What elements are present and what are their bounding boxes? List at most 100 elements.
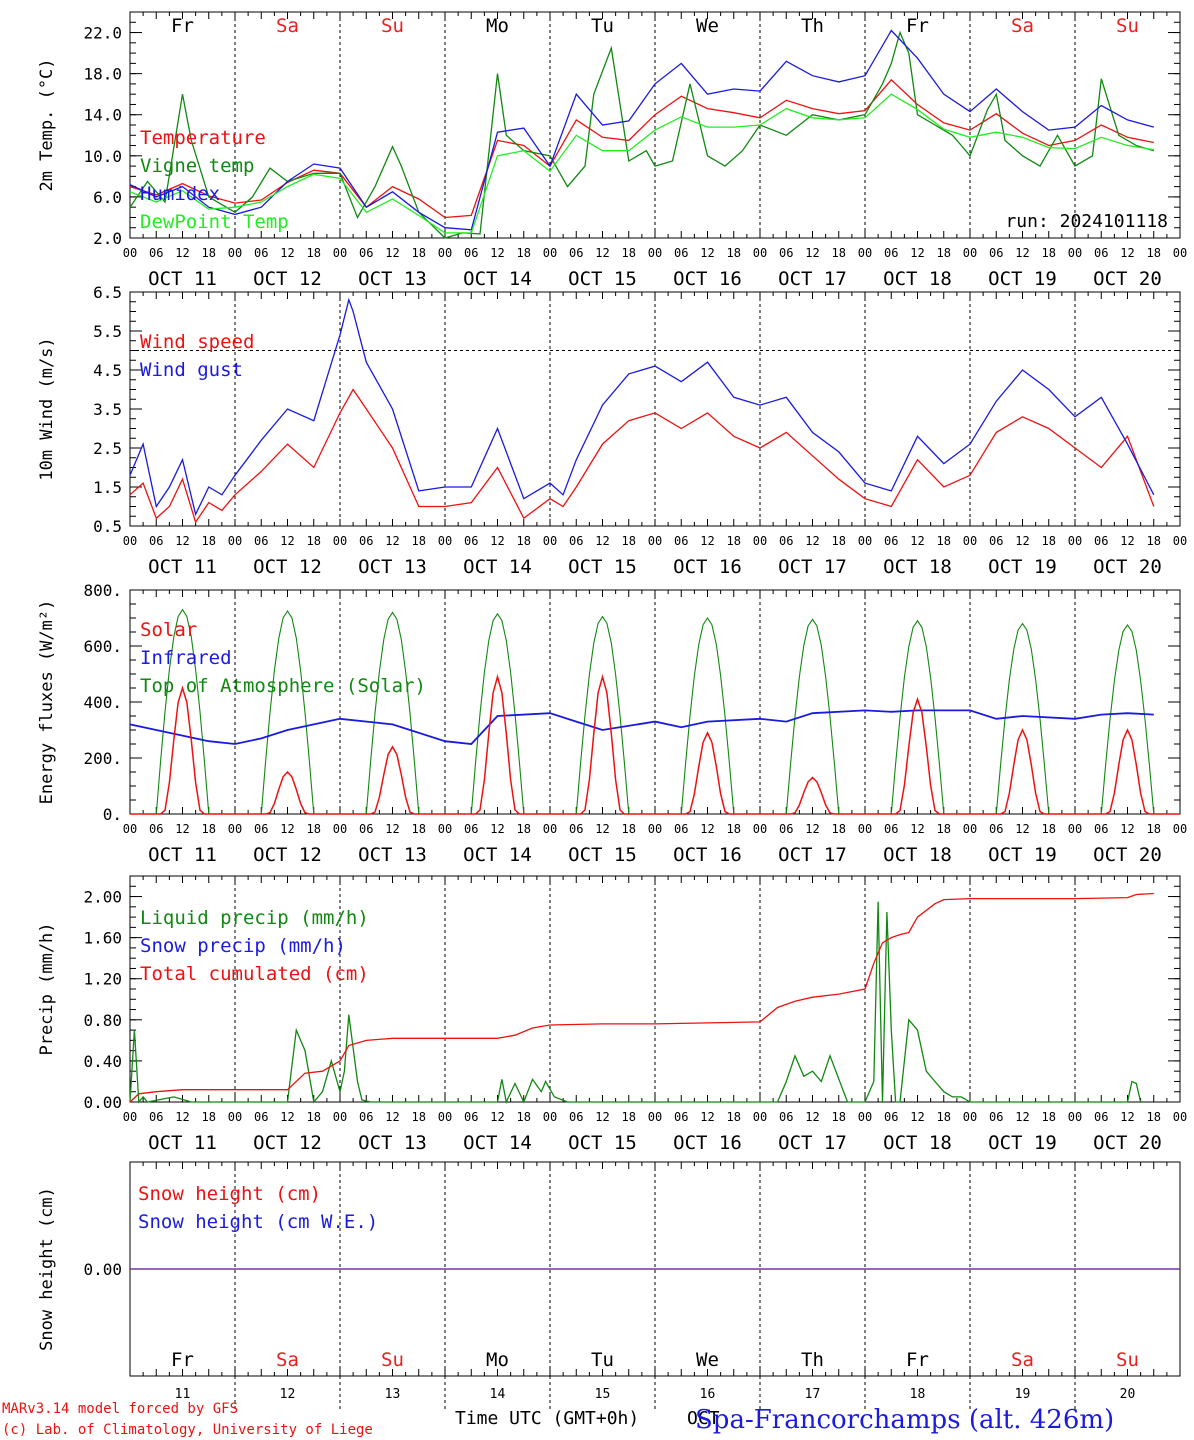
hour-tick-label: 00: [228, 534, 242, 548]
hour-tick-label: 12: [700, 534, 714, 548]
hour-tick-label: 00: [1173, 1110, 1187, 1124]
hour-tick-label: 12: [700, 246, 714, 260]
weekday-label: Sa: [1011, 1349, 1034, 1371]
hour-tick-label: 18: [937, 246, 951, 260]
legend-humidex: Humidex: [140, 183, 220, 205]
hour-tick-label: 00: [1068, 1110, 1082, 1124]
hour-tick-label: 12: [280, 1110, 294, 1124]
hour-tick-label: 06: [779, 1110, 793, 1124]
y-tick-label: 1.20: [83, 970, 122, 989]
date-label: OCT 18: [883, 1132, 952, 1154]
day-number-label: 17: [805, 1387, 821, 1402]
weekday-label: Su: [1116, 15, 1139, 37]
lab-credit: (c) Lab. of Climatology, University of L…: [2, 1422, 373, 1438]
date-label: OCT 20: [1093, 556, 1162, 578]
hour-tick-label: 18: [517, 822, 531, 836]
hour-tick-label: 00: [333, 246, 347, 260]
day-number-label: 11: [175, 1387, 191, 1402]
hour-tick-label: 00: [1173, 822, 1187, 836]
hour-tick-label: 18: [517, 1110, 531, 1124]
weekday-label: Su: [381, 1349, 404, 1371]
legend-top-of-atmosphere-solar-: Top of Atmosphere (Solar): [140, 675, 426, 697]
date-label: OCT 14: [463, 1132, 532, 1154]
hour-tick-label: 06: [149, 1110, 163, 1124]
day-number-label: 14: [490, 1387, 506, 1402]
date-label: OCT 12: [253, 844, 322, 866]
hour-tick-label: 12: [595, 246, 609, 260]
weekday-label: Mo: [486, 1349, 509, 1371]
date-label: OCT 12: [253, 268, 322, 290]
y-tick-label: 14.0: [83, 106, 122, 125]
y-tick-label: 0.5: [93, 517, 122, 536]
date-label: OCT 12: [253, 556, 322, 578]
hour-tick-label: 06: [149, 246, 163, 260]
hour-tick-label: 06: [359, 246, 373, 260]
hour-tick-label: 06: [254, 534, 268, 548]
hour-tick-label: 06: [989, 822, 1003, 836]
weekday-label: Sa: [276, 15, 299, 37]
panels: 2.0 6.0 10.0 14.0 18.0 22.0 2m Temp. (°C) 00 06 1…: [37, 11, 1187, 1410]
hour-tick-label: 06: [884, 1110, 898, 1124]
weekday-label: Fr: [171, 15, 194, 37]
legend-infrared: Infrared: [140, 647, 232, 669]
date-label: OCT 14: [463, 556, 532, 578]
hour-tick-label: 18: [622, 246, 636, 260]
hour-tick-label: 00: [753, 246, 767, 260]
y-tick-label: 0.80: [83, 1011, 122, 1030]
oct-label: OCT: [687, 1408, 720, 1429]
date-label: OCT 16: [673, 268, 742, 290]
hour-tick-label: 18: [412, 534, 426, 548]
hour-tick-label: 12: [805, 822, 819, 836]
hour-tick-label: 18: [202, 1110, 216, 1124]
date-label: OCT 19: [988, 1132, 1057, 1154]
hour-tick-label: 06: [359, 1110, 373, 1124]
hour-tick-label: 06: [884, 246, 898, 260]
weekday-label: Sa: [1011, 15, 1034, 37]
hour-tick-label: 12: [280, 822, 294, 836]
hour-tick-label: 00: [333, 534, 347, 548]
date-label: OCT 16: [673, 556, 742, 578]
series-liquid-precip-mm-h-: [129, 901, 1142, 1105]
weekday-label: Su: [1116, 1349, 1139, 1371]
date-label: OCT 17: [778, 556, 847, 578]
y-axis-title: Precip (mm/h): [37, 922, 57, 1055]
hour-tick-label: 12: [1015, 534, 1029, 548]
weekday-label: Th: [801, 1349, 824, 1371]
hour-tick-label: 06: [464, 534, 478, 548]
date-label: OCT 17: [778, 844, 847, 866]
hour-tick-label: 18: [937, 1110, 951, 1124]
hour-tick-label: 18: [1042, 246, 1056, 260]
hour-tick-label: 00: [123, 1110, 137, 1124]
weekday-label: Tu: [591, 15, 614, 37]
hour-tick-label: 18: [832, 246, 846, 260]
hour-tick-label: 18: [1147, 822, 1161, 836]
hour-tick-label: 06: [1094, 246, 1108, 260]
day-number-label: 19: [1015, 1387, 1031, 1402]
legend-solar: Solar: [140, 619, 197, 641]
y-tick-label: 2.00: [83, 888, 122, 907]
hour-tick-label: 00: [438, 246, 452, 260]
weekday-label: Sa: [276, 1349, 299, 1371]
legend-temperature: Temperature: [140, 127, 266, 149]
hour-tick-label: 12: [490, 822, 504, 836]
hour-tick-label: 00: [228, 1110, 242, 1124]
hour-tick-label: 12: [280, 246, 294, 260]
hour-tick-label: 12: [910, 822, 924, 836]
hour-tick-label: 12: [595, 822, 609, 836]
hour-tick-label: 12: [1015, 822, 1029, 836]
y-tick-label: 0.00: [83, 1093, 122, 1112]
legend-liquid-precip-mm-h-: Liquid precip (mm/h): [140, 907, 369, 929]
hour-tick-label: 12: [1015, 246, 1029, 260]
hour-tick-label: 06: [674, 246, 688, 260]
hour-tick-label: 18: [1147, 1110, 1161, 1124]
date-label: OCT 19: [988, 268, 1057, 290]
hour-tick-label: 12: [1015, 1110, 1029, 1124]
legend-snow-height-cm-: Snow height (cm): [138, 1183, 321, 1205]
hour-tick-label: 18: [517, 246, 531, 260]
hour-tick-label: 06: [1094, 1110, 1108, 1124]
hour-tick-label: 18: [1042, 1110, 1056, 1124]
date-label: OCT 16: [673, 844, 742, 866]
y-tick-label: 6.5: [93, 283, 122, 302]
x-axis-2: 00 06 12 18 00 06 12 18 00 06 12 18 00 06 12 18 00 06 12 18…: [123, 590, 1187, 866]
hour-tick-label: 00: [333, 1110, 347, 1124]
